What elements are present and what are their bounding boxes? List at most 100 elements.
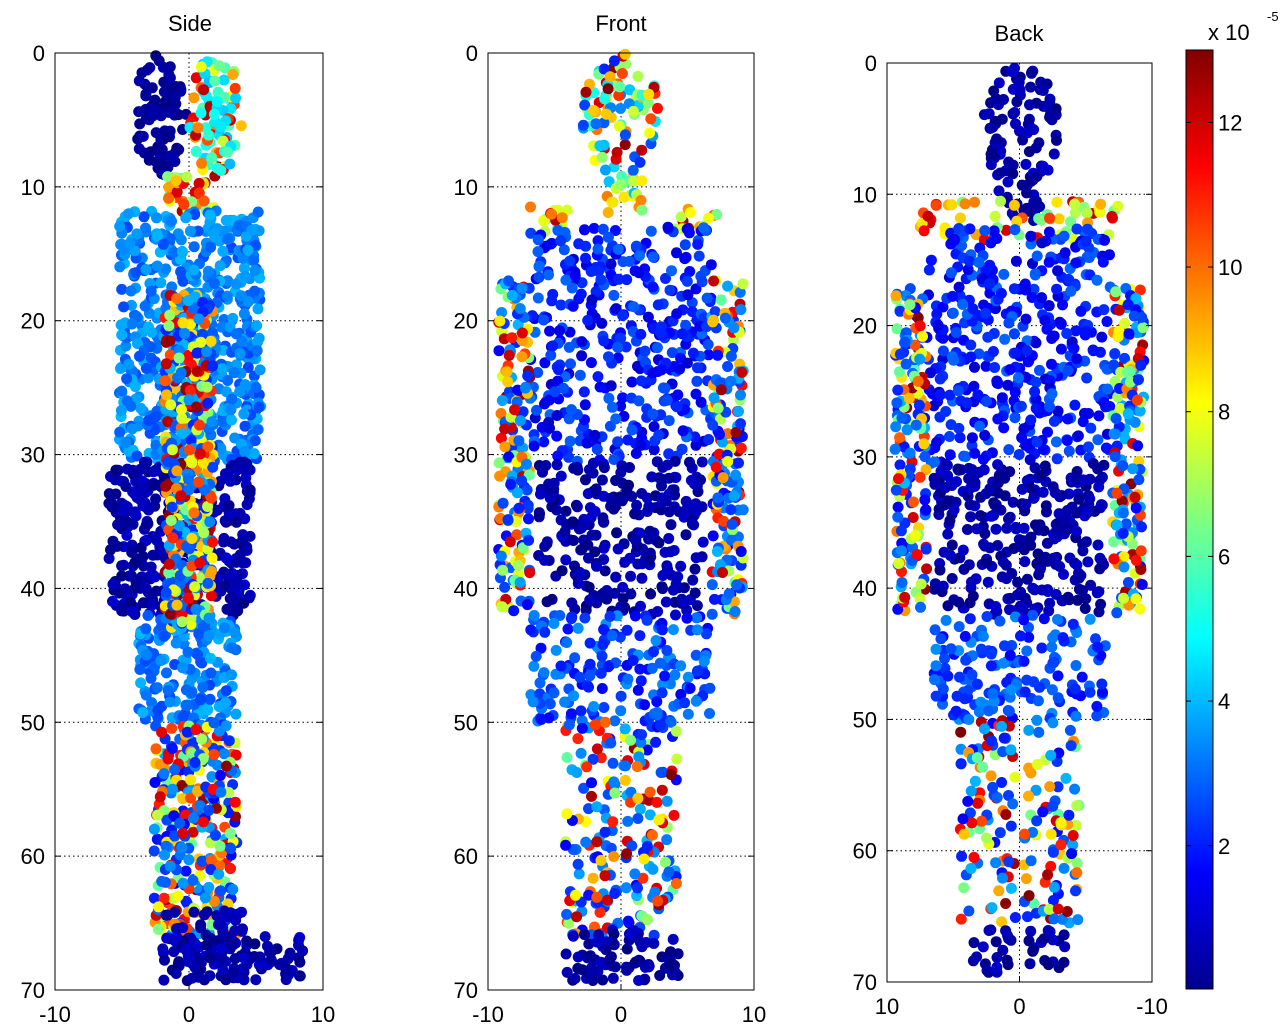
- data-point: [548, 687, 560, 699]
- data-point: [607, 816, 619, 828]
- data-point: [239, 271, 251, 282]
- data-point: [571, 767, 583, 778]
- data-point: [690, 505, 702, 517]
- data-point: [221, 603, 233, 615]
- data-point: [991, 375, 1003, 387]
- data-point: [596, 650, 608, 662]
- data-point: [213, 868, 225, 880]
- data-point: [562, 623, 574, 635]
- data-point: [946, 539, 958, 551]
- data-point: [663, 866, 675, 878]
- data-point: [978, 464, 990, 476]
- data-point: [190, 401, 202, 413]
- data-point: [1051, 453, 1063, 465]
- data-point: [676, 328, 688, 340]
- data-point: [964, 223, 976, 235]
- data-point: [191, 347, 203, 359]
- data-point: [228, 966, 240, 978]
- data-point: [182, 592, 194, 604]
- data-point: [656, 784, 668, 796]
- data-point: [164, 860, 176, 872]
- data-point: [156, 875, 168, 887]
- data-point: [722, 280, 734, 292]
- data-point: [227, 312, 239, 324]
- data-point: [707, 316, 719, 328]
- data-point: [663, 533, 675, 544]
- data-point: [206, 152, 218, 164]
- data-point: [140, 264, 152, 275]
- data-point: [155, 277, 167, 289]
- data-point: [636, 572, 648, 584]
- data-point: [934, 373, 946, 385]
- data-point: [703, 434, 715, 445]
- data-point: [227, 939, 239, 951]
- data-point: [193, 187, 205, 199]
- data-point: [992, 459, 1004, 471]
- data-point: [538, 667, 550, 679]
- data-point: [714, 429, 725, 440]
- data-point: [717, 472, 729, 484]
- data-point: [634, 630, 646, 642]
- data-point: [124, 237, 136, 249]
- data-point: [522, 370, 534, 382]
- data-point: [605, 380, 617, 392]
- data-point: [198, 195, 210, 207]
- data-point: [918, 225, 930, 237]
- data-point: [652, 895, 664, 907]
- data-point: [659, 382, 671, 394]
- data-point: [556, 212, 568, 224]
- data-point: [725, 504, 737, 516]
- data-point: [1056, 490, 1067, 501]
- data-point: [639, 345, 651, 357]
- data-point: [610, 413, 622, 425]
- data-point: [1070, 257, 1082, 269]
- data-point: [186, 457, 198, 469]
- data-point: [644, 127, 656, 139]
- data-point: [141, 518, 153, 530]
- data-point: [537, 466, 548, 478]
- data-point: [630, 535, 642, 547]
- data-point: [187, 875, 199, 886]
- data-point: [559, 696, 571, 708]
- data-point: [722, 456, 734, 467]
- data-point: [1031, 250, 1043, 262]
- data-point: [126, 606, 138, 618]
- data-point: [196, 157, 208, 169]
- data-point: [185, 619, 197, 630]
- data-point: [514, 577, 526, 588]
- data-point: [538, 436, 550, 448]
- data-point: [586, 962, 597, 974]
- data-point: [548, 477, 560, 489]
- data-point: [635, 675, 647, 687]
- data-point: [563, 341, 575, 353]
- y-tick-label: 20: [454, 309, 478, 334]
- data-point: [681, 612, 693, 624]
- data-point: [663, 506, 675, 518]
- data-point: [667, 933, 679, 945]
- data-point: [297, 945, 309, 957]
- data-point: [203, 612, 215, 624]
- data-point: [646, 829, 658, 841]
- data-point: [736, 366, 748, 378]
- data-point: [1080, 325, 1092, 337]
- data-point: [946, 573, 958, 584]
- data-point: [142, 372, 154, 384]
- data-point: [710, 461, 722, 473]
- data-point: [632, 70, 644, 82]
- data-point: [665, 519, 677, 531]
- data-point: [735, 389, 746, 401]
- data-point: [591, 836, 603, 848]
- data-point: [252, 303, 264, 315]
- data-point: [1030, 402, 1042, 414]
- data-point: [669, 669, 681, 681]
- data-point: [611, 146, 623, 158]
- data-point: [660, 596, 672, 608]
- data-point: [1034, 564, 1046, 575]
- data-point: [621, 964, 633, 976]
- data-point: [163, 192, 174, 204]
- data-point: [165, 399, 177, 411]
- data-point: [1083, 252, 1095, 263]
- data-point: [177, 246, 188, 258]
- data-point: [711, 546, 723, 557]
- data-point: [698, 222, 710, 234]
